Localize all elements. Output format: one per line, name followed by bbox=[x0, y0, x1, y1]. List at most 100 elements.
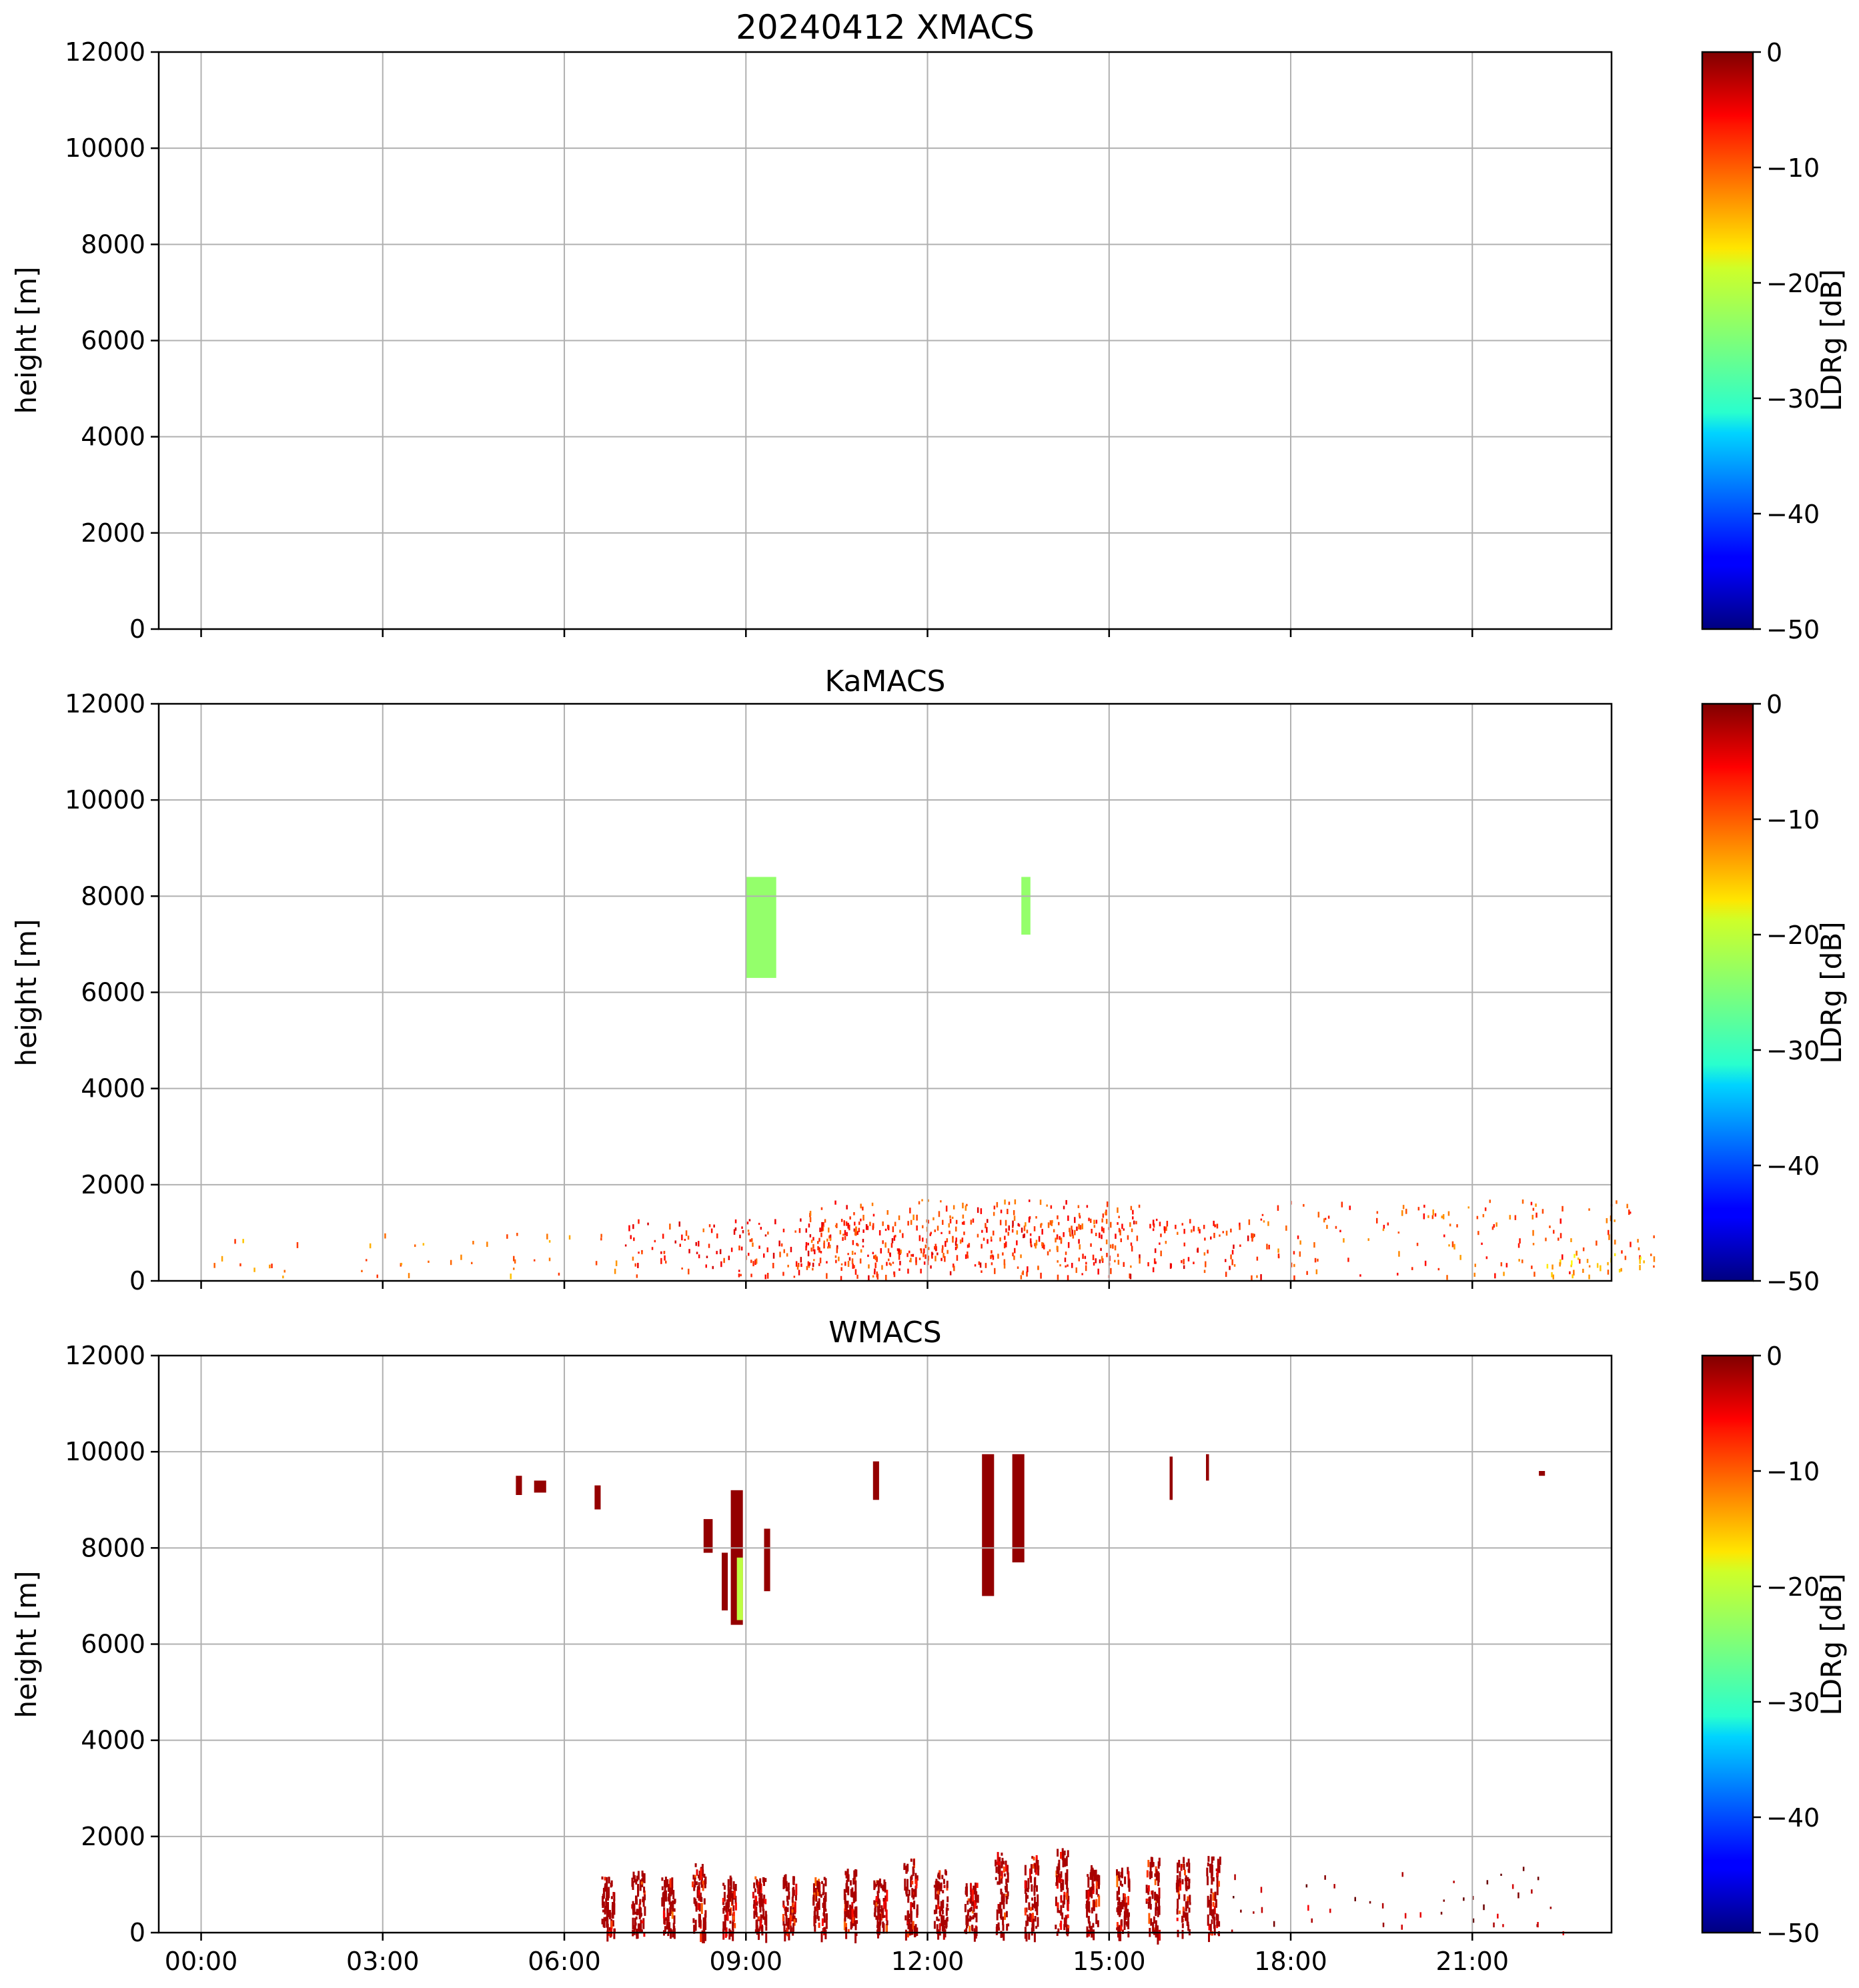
radar-pixel bbox=[1147, 1859, 1150, 1867]
radar-pixel bbox=[845, 1221, 848, 1226]
radar-pixel bbox=[1618, 1269, 1621, 1273]
radar-pixel bbox=[486, 1241, 488, 1248]
radar-pixel bbox=[1060, 1237, 1063, 1242]
radar-pixel bbox=[812, 1237, 814, 1241]
radar-pixel bbox=[730, 1931, 732, 1937]
radar-pixel bbox=[615, 1260, 618, 1266]
radar-pixel bbox=[1105, 1239, 1108, 1245]
radar-pixel bbox=[1382, 1923, 1385, 1927]
radar-pixel bbox=[671, 1877, 674, 1889]
radar-pixel bbox=[1115, 1233, 1117, 1239]
radar-pixel bbox=[734, 1923, 736, 1929]
radar-pixel bbox=[1124, 1876, 1127, 1885]
radar-pixel bbox=[727, 1879, 730, 1891]
radar-pixel bbox=[1273, 1921, 1275, 1927]
radar-pixel bbox=[1116, 1891, 1119, 1901]
radar-pixel bbox=[756, 1925, 758, 1935]
radar-pixel bbox=[704, 1876, 707, 1885]
radar-pixel bbox=[1004, 1199, 1006, 1205]
radar-pixel bbox=[1387, 1222, 1389, 1225]
radar-pixel bbox=[853, 1228, 856, 1232]
radar-pixel bbox=[636, 1274, 638, 1278]
radar-pixel bbox=[854, 1907, 856, 1918]
radar-pixel bbox=[1032, 1924, 1035, 1932]
radar-pixel bbox=[667, 1897, 670, 1901]
radar-pixel bbox=[1397, 1231, 1400, 1234]
radar-pixel bbox=[880, 1248, 882, 1254]
radar-pixel bbox=[716, 1233, 718, 1239]
radar-pixel bbox=[1484, 1207, 1487, 1211]
radar-pixel bbox=[1155, 1903, 1157, 1911]
radar-pixel bbox=[1103, 1227, 1105, 1233]
radar-pixel bbox=[1095, 1258, 1097, 1264]
radar-pixel bbox=[1643, 1260, 1645, 1264]
radar-pixel bbox=[1030, 1876, 1033, 1883]
radar-pixel bbox=[1150, 1918, 1153, 1926]
radar-pixel bbox=[1127, 1235, 1129, 1240]
radar-pixel bbox=[972, 1218, 975, 1223]
radar-pixel bbox=[785, 1917, 788, 1923]
radar-pixel bbox=[874, 1268, 876, 1272]
radar-pixel bbox=[698, 1887, 700, 1895]
radar-pixel bbox=[848, 1257, 851, 1261]
radar-pixel bbox=[752, 1242, 754, 1247]
radar-pixel bbox=[1000, 1876, 1003, 1880]
radar-pixel bbox=[723, 1891, 726, 1902]
radar-pixel bbox=[966, 1203, 968, 1207]
radar-pixel bbox=[866, 1225, 868, 1229]
radar-pixel bbox=[1157, 1906, 1159, 1915]
radar-pixel bbox=[978, 1261, 981, 1266]
radar-pixel bbox=[664, 1884, 666, 1895]
radar-pixel bbox=[1020, 1275, 1023, 1280]
radar-pixel bbox=[966, 1886, 968, 1895]
radar-pixel bbox=[1517, 1243, 1520, 1248]
radar-pixel bbox=[1188, 1907, 1191, 1913]
radar-pixel bbox=[918, 1201, 920, 1205]
radar-pixel bbox=[795, 1261, 798, 1267]
radar-pixel bbox=[1531, 1889, 1533, 1894]
radar-pixel bbox=[641, 1251, 643, 1255]
radar-pixel bbox=[1239, 1244, 1241, 1247]
radar-pixel bbox=[970, 1916, 973, 1920]
radar-pixel bbox=[1001, 1853, 1003, 1856]
radar-pixel bbox=[1121, 1223, 1123, 1229]
radar-pixel bbox=[730, 1877, 732, 1890]
radar-pixel bbox=[1129, 1274, 1132, 1280]
radar-pixel bbox=[1065, 1265, 1067, 1268]
radar-pixel bbox=[991, 1254, 993, 1258]
radar-pixel bbox=[1026, 1271, 1028, 1277]
radar-pixel bbox=[945, 1871, 947, 1876]
radar-pixel bbox=[800, 1218, 802, 1222]
radar-pixel bbox=[1056, 1875, 1058, 1886]
radar-pixel bbox=[854, 1869, 857, 1877]
radar-pixel bbox=[1028, 1931, 1031, 1940]
radar-pixel bbox=[1324, 1875, 1326, 1880]
radar-pixel bbox=[1127, 1915, 1130, 1925]
radar-pixel bbox=[667, 1931, 670, 1937]
radar-pixel bbox=[1440, 1911, 1443, 1915]
radar-pixel bbox=[1056, 1236, 1059, 1239]
radar-pixel bbox=[1023, 1225, 1026, 1231]
radar-pixel bbox=[904, 1915, 907, 1921]
radar-pixel bbox=[876, 1256, 878, 1262]
radar-pixel bbox=[1063, 1924, 1066, 1931]
radar-pixel bbox=[914, 1926, 916, 1937]
radar-pixel bbox=[907, 1894, 910, 1901]
radar-echo bbox=[1169, 1456, 1173, 1500]
radar-pixel bbox=[679, 1244, 681, 1247]
radar-pixel bbox=[1207, 1876, 1209, 1885]
radar-pixel bbox=[782, 1272, 784, 1276]
radar-pixel bbox=[1546, 1264, 1549, 1269]
radar-pixel bbox=[915, 1257, 917, 1263]
radar-pixel bbox=[1453, 1244, 1455, 1250]
radar-pixel bbox=[818, 1263, 820, 1266]
radar-pixel bbox=[1177, 1899, 1179, 1909]
radar-pixel bbox=[795, 1883, 798, 1895]
radar-pixel bbox=[669, 1223, 671, 1230]
radar-pixel bbox=[606, 1923, 609, 1935]
radar-pixel bbox=[995, 1859, 997, 1867]
radar-pixel bbox=[808, 1262, 811, 1266]
radar-pixel bbox=[1002, 1924, 1005, 1931]
radar-pixel bbox=[606, 1877, 608, 1888]
